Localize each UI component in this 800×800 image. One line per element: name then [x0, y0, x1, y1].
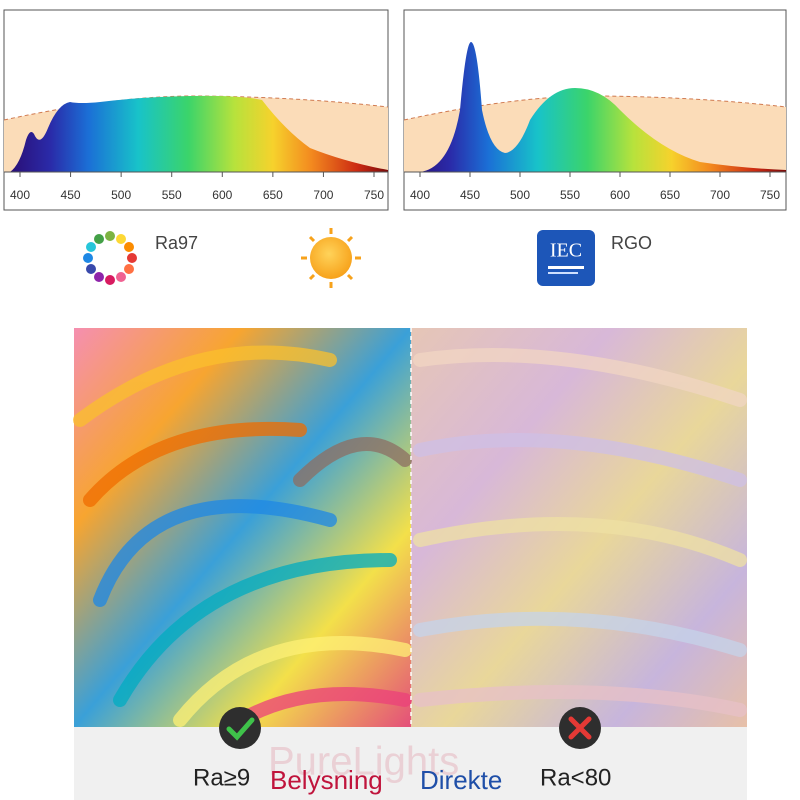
- x-tick-label: 650: [263, 188, 283, 202]
- spectrum-panel: [403, 9, 787, 211]
- x-tick-label: 450: [460, 188, 480, 202]
- x-tick-label: 700: [710, 188, 730, 202]
- watermark: PureLights: [268, 740, 459, 784]
- x-tick-label: 450: [61, 188, 81, 202]
- x-tick-label: 550: [560, 188, 580, 202]
- caption-band: [74, 727, 747, 800]
- left-label: Ra≥9: [193, 764, 250, 791]
- x-tick-label: 750: [364, 188, 384, 202]
- iec-label: IEC: [550, 240, 582, 262]
- x-tick-label: 600: [610, 188, 630, 202]
- cross-icon: [559, 707, 601, 749]
- x-tick-label: 750: [760, 188, 780, 202]
- rgo-label: RGO: [611, 233, 652, 253]
- x-tick-label: 500: [111, 188, 131, 202]
- x-tick-label: 500: [510, 188, 530, 202]
- x-ticks: 400 450 500 550 600 650 700 750: [410, 172, 780, 202]
- x-tick-label: 700: [313, 188, 333, 202]
- comparison-image: [73, 328, 747, 734]
- check-icon: [219, 707, 261, 749]
- x-ticks: 400 450 500 550 600 650 700 750: [10, 172, 384, 202]
- spectrum-curve: [420, 42, 786, 172]
- right-label: Ra<80: [540, 764, 611, 791]
- brand-watermark: Belysning: [270, 765, 383, 795]
- color-wheel-icon: [83, 231, 137, 285]
- spectrum-panel: [3, 9, 389, 211]
- ra-label: Ra97: [155, 233, 198, 253]
- x-tick-label: 650: [660, 188, 680, 202]
- x-tick-label: 550: [162, 188, 182, 202]
- brand-watermark: Direkte: [420, 765, 502, 795]
- x-tick-label: 400: [410, 188, 430, 202]
- x-tick-label: 400: [10, 188, 30, 202]
- sun-icon: [301, 228, 361, 288]
- x-tick-label: 600: [212, 188, 232, 202]
- iec-icon: IEC: [537, 230, 595, 286]
- spectrum-curve: [10, 95, 388, 172]
